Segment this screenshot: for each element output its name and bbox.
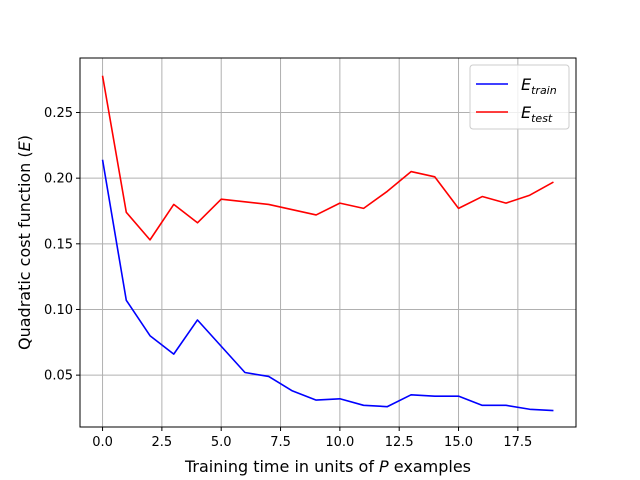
legend-label-test: Etest <box>521 103 553 125</box>
legend-box <box>469 64 570 130</box>
y-tick-label: 0.25 <box>44 106 73 121</box>
plot-frame <box>79 57 577 428</box>
x-tick-label: 12.5 <box>385 435 414 450</box>
y-tick-label: 0.15 <box>44 237 73 252</box>
y-tick-label: 0.20 <box>44 172 73 187</box>
series-line-train <box>101 159 554 412</box>
y-tick-label: 0.05 <box>44 369 73 384</box>
series-lines <box>101 75 554 412</box>
x-tick-label: 17.5 <box>503 435 532 450</box>
x-tick-label: 0.0 <box>92 435 113 450</box>
y-axis-label: Quadratic cost function (E) <box>15 135 34 350</box>
x-tick-label: 15.0 <box>444 435 473 450</box>
series-line-test <box>101 75 554 241</box>
x-axis-label: Training time in units of P examples <box>184 457 471 476</box>
y-tick-label: 0.10 <box>44 303 73 318</box>
x-tick-label: 2.5 <box>152 435 173 450</box>
x-tick-label: 7.5 <box>270 435 291 450</box>
x-tick-label: 5.0 <box>211 435 232 450</box>
axis-ticks: 0.0 2.5 5.0 7.5 10.0 12.5 15.0 17.5 0.05 0.10 0.15… <box>44 106 532 450</box>
legend: Etrain Etest <box>469 64 570 130</box>
legend-label-train: Etrain <box>521 75 557 97</box>
x-tick-label: 10.0 <box>325 435 354 450</box>
